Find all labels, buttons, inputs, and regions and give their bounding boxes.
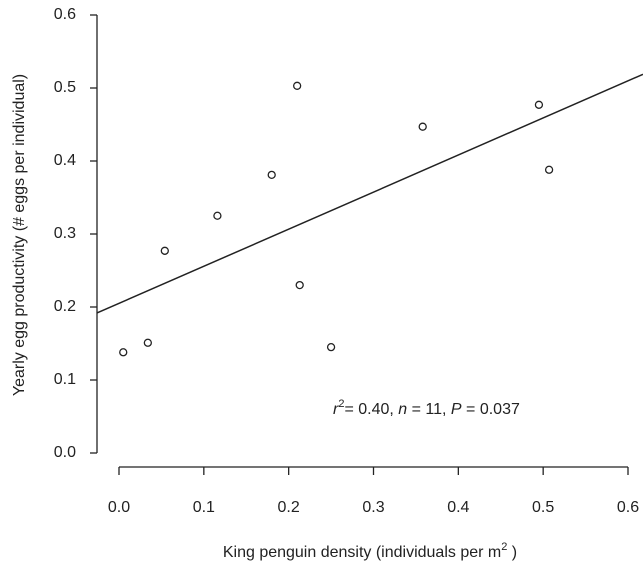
x-axis-label-end: ) — [507, 544, 517, 561]
y-tick-label: 0.1 — [54, 371, 76, 388]
x-axis-label: King penguin density (individuals per m2… — [223, 541, 517, 561]
point — [213, 211, 222, 220]
y-tick-label: 0.0 — [54, 444, 76, 461]
annotation-sup: 2 — [338, 398, 344, 410]
point — [418, 122, 427, 131]
point — [160, 246, 169, 255]
point — [292, 81, 302, 90]
x-tick-label: 0.4 — [447, 499, 469, 516]
x-tick-label: 0.1 — [193, 499, 215, 516]
point — [295, 280, 304, 290]
y-tick-label: 0.2 — [54, 298, 76, 315]
y-axis-label: Yearly egg productivity (# eggs per indi… — [11, 74, 28, 396]
y-tick-label: 0.6 — [54, 6, 76, 23]
y-tick-label: 0.4 — [54, 152, 76, 169]
point — [544, 165, 554, 174]
x-tick-label: 0.5 — [532, 499, 554, 516]
x-axis-label-sup: 2 — [501, 541, 507, 553]
annotation-p-value: = 0.037 — [462, 401, 520, 418]
annotation-p: P — [451, 401, 462, 418]
annotation-r: r — [333, 401, 339, 418]
point — [267, 170, 276, 180]
x-tick-label: 0.6 — [617, 499, 639, 516]
point — [534, 100, 544, 109]
x-tick-label: 0.0 — [108, 499, 130, 516]
point — [326, 342, 336, 352]
fit-line — [96, 73, 643, 314]
annotation-n-value: = 11, — [407, 401, 451, 418]
point — [143, 338, 152, 347]
y-tick-label: 0.3 — [54, 225, 76, 242]
x-tick-label: 0.2 — [278, 499, 300, 516]
x-axis-label-text: King penguin density (individuals per m — [223, 544, 501, 561]
annotation-n: n — [398, 401, 407, 418]
x-tick-label: 0.3 — [362, 499, 384, 516]
annotation: r2= 0.40, n = 11, P = 0.037 — [333, 398, 520, 418]
y-tick-label: 0.5 — [54, 79, 76, 96]
point — [119, 348, 128, 357]
annotation-r-value: = 0.40, — [344, 401, 398, 418]
